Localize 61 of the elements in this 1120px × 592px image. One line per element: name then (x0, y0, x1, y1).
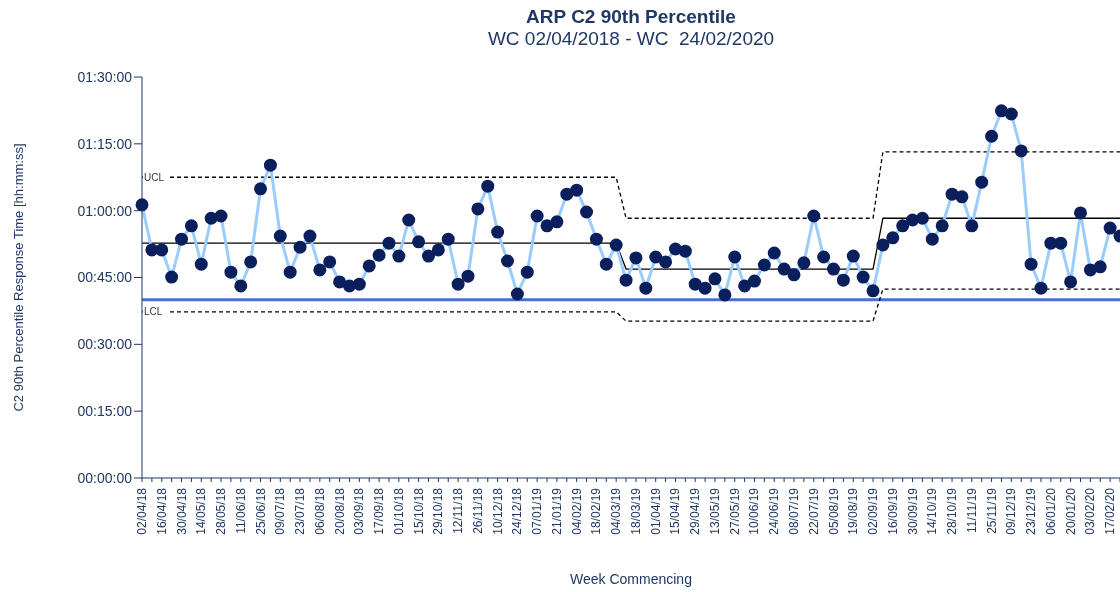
y-tick-label: 01:15:00 (77, 135, 133, 152)
y-tick-label: 00:15:00 (77, 403, 133, 420)
x-tick-label: 21/01/19 (549, 487, 564, 535)
x-tick-label: 28/05/18 (214, 487, 229, 535)
x-tick-label: 24/12/18 (510, 487, 525, 535)
y-tick-label: 00:30:00 (77, 336, 133, 353)
x-tick-label: 10/06/19 (747, 487, 762, 535)
x-tick-label: 11/11/19 (964, 487, 979, 533)
x-tick-label: 07/01/19 (530, 487, 545, 535)
x-tick-label: 29/10/18 (431, 487, 446, 535)
x-tick-label: 26/11/18 (470, 487, 485, 534)
x-tick-label: 09/07/18 (273, 487, 288, 535)
x-tick-label: 14/05/18 (194, 487, 209, 535)
x-tick-label: 25/11/19 (984, 487, 999, 534)
x-tick-label: 22/07/19 (806, 487, 821, 535)
x-tick-label: 14/10/19 (925, 487, 940, 535)
x-tick-label: 16/04/18 (154, 487, 169, 535)
x-tick-label: 18/03/19 (628, 487, 643, 535)
x-tick-label: 02/09/19 (866, 487, 881, 535)
y-tick-label: 00:45:00 (77, 269, 133, 286)
x-tick-label: 17/02/20 (1103, 487, 1118, 535)
x-tick-label: 02/04/18 (135, 487, 149, 535)
x-tick-label: 23/07/18 (293, 487, 308, 535)
x-tick-label: 03/09/18 (352, 487, 367, 535)
x-tick-label: 04/02/19 (569, 487, 584, 535)
x-tick-label: 01/04/19 (648, 487, 663, 535)
x-tick-label: 10/12/18 (490, 487, 505, 535)
x-tick-label: 23/12/19 (1024, 487, 1039, 535)
x-tick-label: 16/09/19 (885, 487, 900, 535)
x-tick-label: 20/01/20 (1063, 487, 1078, 535)
x-tick-label: 28/10/19 (945, 487, 960, 535)
x-tick-label: 05/08/19 (826, 487, 841, 535)
x-tick-label: 06/01/20 (1043, 487, 1058, 535)
x-tick-label: 24/06/19 (767, 487, 782, 535)
x-tick-label: 11/06/18 (233, 487, 248, 534)
x-tick-label: 04/03/19 (609, 487, 624, 535)
x-tick-label: 06/08/18 (312, 487, 327, 535)
y-tick-label: 00:00:00 (77, 469, 133, 486)
chart-subtitle: WC 02/04/2018 - WC 24/02/2020 (486, 28, 776, 50)
x-tick-label: 25/06/18 (253, 487, 268, 535)
x-tick-label: 30/09/19 (905, 487, 920, 535)
x-tick-label: 29/04/19 (688, 487, 703, 535)
y-tick-label: 01:00:00 (77, 202, 133, 219)
y-axis-title: C2 90th Percentile Response Time [hh:mm:ss] (10, 143, 26, 412)
x-tick-label: 30/04/18 (174, 487, 189, 535)
x-tick-label: 17/09/18 (372, 487, 387, 535)
x-tick-label: 20/08/18 (332, 487, 347, 535)
x-tick-label: 12/11/18 (451, 487, 466, 534)
x-tick-label: 15/10/18 (411, 487, 426, 535)
x-tick-label: 03/02/20 (1083, 487, 1098, 535)
x-tick-label: 18/02/19 (589, 487, 604, 535)
x-tick-label: 13/05/19 (707, 487, 722, 535)
x-tick-label: 09/12/19 (1004, 487, 1019, 535)
y-tick-label: 01:30:00 (77, 68, 133, 85)
x-tick-label: 15/04/19 (668, 487, 683, 535)
x-tick-label: 08/07/19 (787, 487, 801, 535)
chart-title: ARP C2 90th Percentile (525, 6, 737, 28)
x-tick-label: 01/10/18 (391, 487, 406, 535)
x-tick-label: 27/05/19 (727, 487, 742, 535)
x-axis-title: Week Commencing (570, 571, 692, 587)
x-tick-label: 19/08/19 (846, 487, 861, 535)
